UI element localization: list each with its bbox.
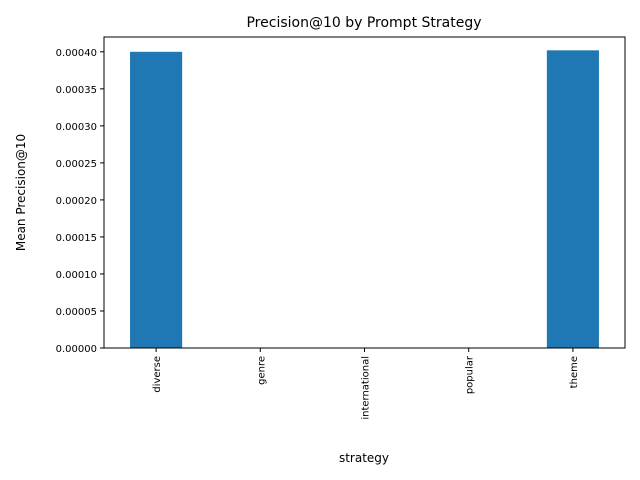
x-tick-label-genre: genre xyxy=(256,356,267,385)
y-tick-label: 0.00040 xyxy=(56,48,97,59)
x-axis: diverse genre international popular theme xyxy=(152,348,580,420)
y-tick-label: 0.00035 xyxy=(56,85,97,96)
x-tick-label-diverse: diverse xyxy=(152,356,163,393)
y-tick-label: 0.00020 xyxy=(56,196,97,207)
x-tick-label-theme: theme xyxy=(569,356,580,388)
y-tick-label: 0.00025 xyxy=(56,159,97,170)
x-tick-label-popular: popular xyxy=(465,355,476,394)
y-tick-label: 0.00000 xyxy=(56,344,97,355)
y-tick-label: 0.00005 xyxy=(56,307,97,318)
y-tick-label: 0.00030 xyxy=(56,122,97,133)
y-tick-label: 0.00010 xyxy=(56,270,97,281)
y-axis: 0.00000 0.00005 0.00010 0.00015 0.00020 0.000… xyxy=(56,48,104,355)
x-axis-label: strategy xyxy=(339,451,389,465)
y-axis-label: Mean Precision@10 xyxy=(14,134,28,251)
bar-theme xyxy=(546,50,599,348)
plot-frame xyxy=(103,36,626,349)
y-tick-label: 0.00015 xyxy=(56,233,97,244)
bars xyxy=(130,50,599,349)
chart-title: Precision@10 by Prompt Strategy xyxy=(246,15,481,31)
bar-diverse xyxy=(130,51,183,349)
x-tick-label-international: international xyxy=(361,356,372,420)
